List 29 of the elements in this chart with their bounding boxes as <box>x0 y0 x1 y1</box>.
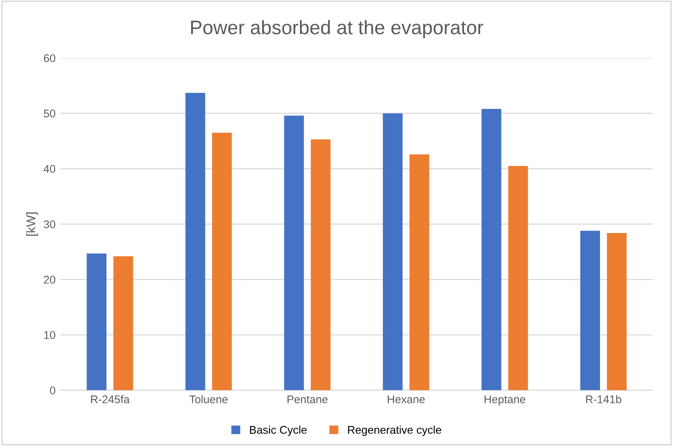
x-tick-label: Pentane <box>288 396 328 404</box>
legend-label: Basic Cycle <box>250 426 307 436</box>
bar <box>580 230 600 390</box>
y-axis-title: [kW] <box>26 212 38 236</box>
y-tick-label: 20 <box>44 276 56 284</box>
x-tick-label: Toluene <box>189 395 228 404</box>
y-tick-label: 10 <box>44 331 56 340</box>
bar <box>508 166 528 390</box>
bar <box>482 108 502 390</box>
y-tick-label: 30 <box>44 220 56 228</box>
bar <box>284 116 304 390</box>
legend-label: Regenerative cycle <box>348 426 442 436</box>
x-tick-label: R-141b <box>586 395 622 404</box>
bar <box>410 154 430 390</box>
x-tick-label: R-245fa <box>91 395 130 404</box>
bar <box>382 113 403 390</box>
bar <box>212 132 232 390</box>
y-tick-label: 0 <box>50 386 56 394</box>
bar <box>185 92 206 390</box>
bar <box>86 253 106 390</box>
bar <box>606 232 627 390</box>
y-tick-label: 50 <box>44 110 56 118</box>
y-tick-label: 60 <box>44 54 56 62</box>
x-tick-label: Hexane <box>388 396 425 404</box>
bar <box>113 256 134 390</box>
y-tick-label: 40 <box>44 165 56 173</box>
x-tick-label: Heptane <box>484 396 526 406</box>
chart-title: Power absorbed at the evaporator <box>191 20 484 38</box>
bar <box>310 139 331 390</box>
